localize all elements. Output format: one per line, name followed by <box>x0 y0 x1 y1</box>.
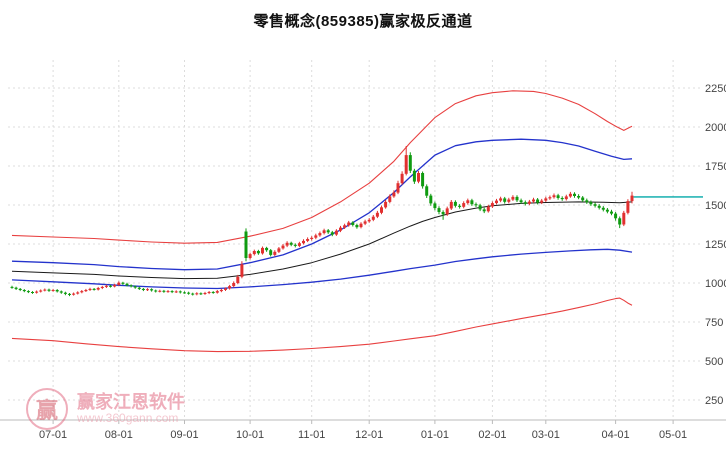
svg-text:07-01: 07-01 <box>39 429 67 441</box>
svg-text:1000: 1000 <box>705 278 726 290</box>
svg-text:2000: 2000 <box>705 122 726 134</box>
svg-text:10-01: 10-01 <box>236 429 264 441</box>
svg-text:250: 250 <box>705 395 723 407</box>
svg-text:01-01: 01-01 <box>421 429 449 441</box>
svg-text:1250: 1250 <box>705 239 726 251</box>
chart-title: 零售概念(859385)赢家极反通道 <box>253 13 473 30</box>
svg-text:1750: 1750 <box>705 161 726 173</box>
svg-text:500: 500 <box>705 356 723 368</box>
svg-text:11-01: 11-01 <box>298 429 325 441</box>
svg-text:750: 750 <box>705 317 723 329</box>
svg-text:03-01: 03-01 <box>532 429 560 441</box>
svg-text:05-01: 05-01 <box>659 429 687 441</box>
svg-text:08-01: 08-01 <box>105 429 133 441</box>
svg-text:1500: 1500 <box>705 200 726 212</box>
svg-text:04-01: 04-01 <box>602 429 630 441</box>
svg-text:02-01: 02-01 <box>478 429 506 441</box>
svg-text:12-01: 12-01 <box>355 429 383 441</box>
svg-text:09-01: 09-01 <box>170 429 198 441</box>
